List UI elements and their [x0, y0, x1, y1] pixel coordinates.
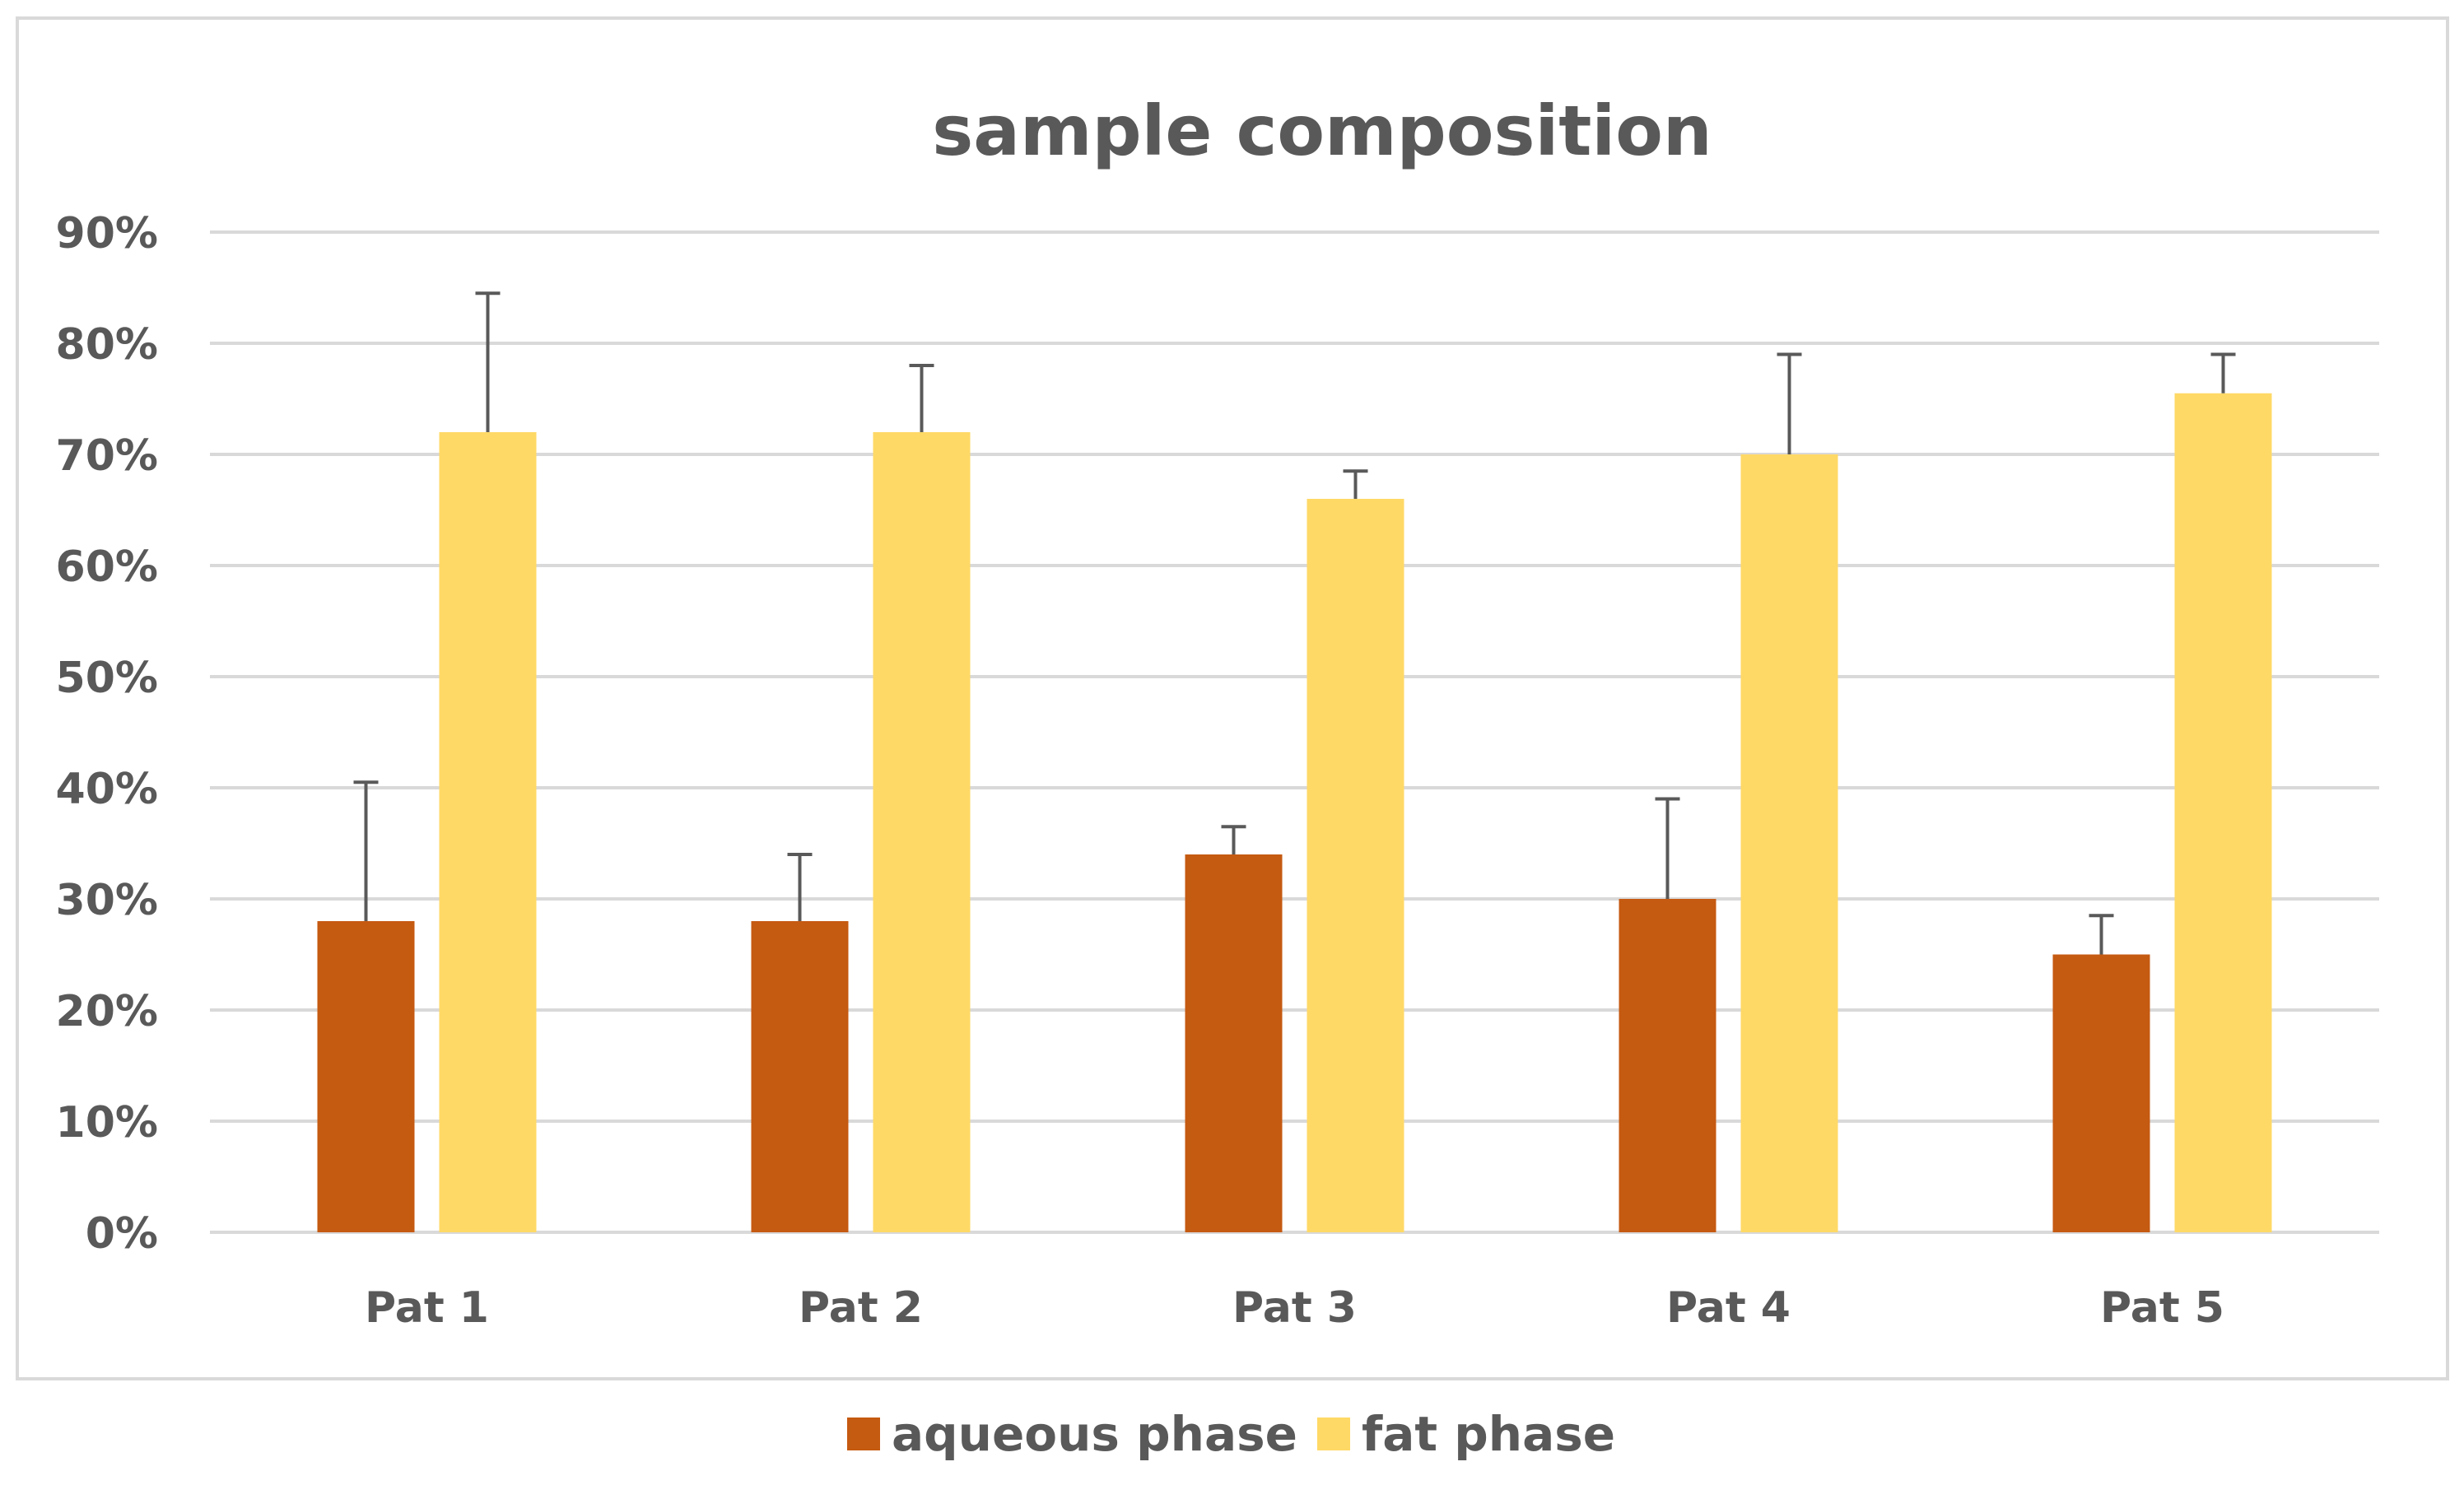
bar-fat-phase	[439, 432, 537, 1232]
bar-aqueous-phase	[1619, 899, 1716, 1232]
bar-fat-phase	[1740, 454, 1838, 1232]
legend-label: fat phase	[1362, 1406, 1615, 1462]
y-tick-label: 10%	[56, 1098, 158, 1148]
bars	[317, 393, 2272, 1232]
legend: aqueous phase fat phase	[847, 1406, 1615, 1462]
y-tick-label: 70%	[56, 431, 158, 481]
y-tick-label: 50%	[56, 654, 158, 703]
legend-swatch	[1317, 1418, 1350, 1450]
x-tick-label: Pat 3	[1232, 1283, 1357, 1333]
chart-title: sample composition	[932, 91, 1712, 171]
bar-fat-phase	[1307, 499, 1404, 1232]
bar-fat-phase	[2174, 393, 2272, 1232]
x-tick-label: Pat 5	[2100, 1283, 2224, 1333]
x-axis-ticks: Pat 1 Pat 2 Pat 3 Pat 4 Pat 5	[365, 1283, 2224, 1333]
y-tick-label: 60%	[56, 542, 158, 592]
error-bars	[353, 291, 2236, 955]
y-tick-label: 80%	[56, 320, 158, 370]
bar-aqueous-phase	[2052, 954, 2150, 1232]
legend-label: aqueous phase	[892, 1406, 1297, 1462]
y-tick-label: 20%	[56, 987, 158, 1036]
y-tick-label: 90%	[56, 209, 158, 258]
y-tick-label: 0%	[86, 1209, 158, 1259]
bar-aqueous-phase	[317, 921, 415, 1232]
x-tick-label: Pat 2	[799, 1283, 923, 1333]
legend-swatch	[847, 1418, 880, 1450]
y-tick-label: 30%	[56, 876, 158, 925]
gridlines	[210, 230, 2379, 1234]
x-tick-label: Pat 1	[365, 1283, 489, 1333]
bar-aqueous-phase	[1185, 854, 1283, 1232]
y-axis-ticks: 0% 10% 20% 30% 40% 50% 60% 70% 80% 90%	[56, 209, 158, 1259]
bar-aqueous-phase	[751, 921, 849, 1232]
bar-fat-phase	[873, 432, 971, 1232]
x-tick-label: Pat 4	[1666, 1283, 1791, 1333]
y-tick-label: 40%	[56, 765, 158, 814]
